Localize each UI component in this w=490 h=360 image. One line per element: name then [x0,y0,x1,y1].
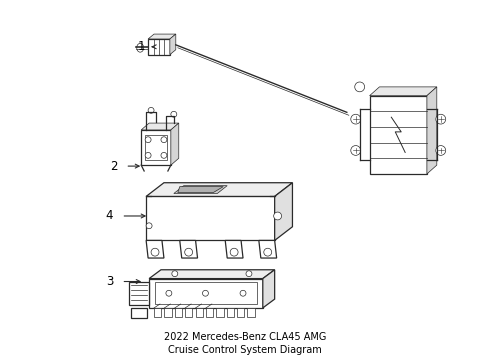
Circle shape [274,212,282,220]
Circle shape [146,223,152,229]
Bar [206,308,213,317]
Bar [196,308,203,317]
Circle shape [351,114,361,124]
Circle shape [161,152,167,158]
Circle shape [202,290,208,296]
Circle shape [166,290,172,296]
Circle shape [148,107,154,113]
Ellipse shape [137,43,144,52]
Circle shape [230,248,238,256]
Bar [175,308,182,317]
Bar [216,308,223,317]
Bar [148,39,170,55]
Bar [227,308,234,317]
Bar [237,308,245,317]
Polygon shape [146,183,293,197]
Text: 2022 Mercedes-Benz CLA45 AMG
Cruise Control System Diagram: 2022 Mercedes-Benz CLA45 AMG Cruise Cont… [164,332,326,355]
Text: 3: 3 [106,275,113,288]
Polygon shape [171,123,179,165]
Bar [155,283,257,304]
Polygon shape [170,34,176,55]
Bar [165,308,172,317]
Polygon shape [141,123,179,130]
Bar [146,197,275,240]
Polygon shape [149,270,275,279]
Polygon shape [369,87,437,96]
Circle shape [145,137,151,143]
Polygon shape [275,183,293,240]
Circle shape [145,152,151,158]
Bar [154,308,161,317]
Circle shape [151,248,159,256]
Polygon shape [174,186,227,193]
Circle shape [172,271,178,276]
Circle shape [171,111,177,117]
Polygon shape [427,87,437,174]
Circle shape [185,248,193,256]
Bar [149,279,263,308]
Polygon shape [129,282,149,305]
Circle shape [264,248,271,256]
Polygon shape [263,270,275,308]
Polygon shape [148,34,176,39]
Text: 4: 4 [106,210,113,222]
Bar [247,308,255,317]
Bar [185,308,193,317]
Bar [145,135,167,160]
Circle shape [246,271,252,276]
Circle shape [436,145,446,156]
Bar [141,130,171,165]
Bar [131,308,147,318]
Bar [369,96,427,174]
Circle shape [351,145,361,156]
Polygon shape [178,186,223,193]
Polygon shape [259,240,277,258]
Circle shape [240,290,246,296]
Circle shape [355,82,365,92]
Circle shape [161,137,167,143]
Text: 2: 2 [110,159,117,172]
Text: 1: 1 [137,40,145,53]
Polygon shape [146,240,164,258]
Circle shape [436,114,446,124]
Polygon shape [225,240,243,258]
Polygon shape [180,240,197,258]
